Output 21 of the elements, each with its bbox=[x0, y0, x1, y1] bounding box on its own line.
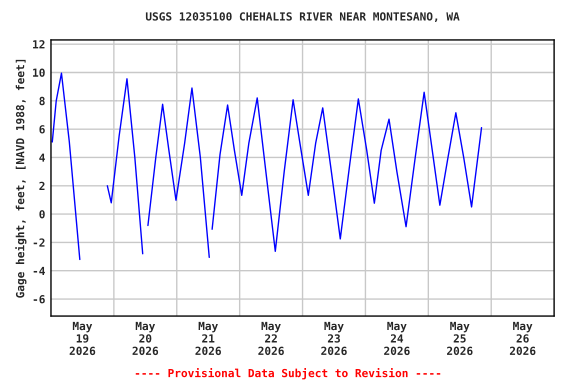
x-tick-label: May 23 2026 bbox=[321, 322, 347, 356]
y-tick-label: 10 bbox=[33, 68, 45, 77]
x-tick-label: May 22 2026 bbox=[258, 322, 284, 356]
y-tick-label: -6 bbox=[34, 295, 45, 304]
y-tick-label: -2 bbox=[34, 238, 44, 247]
x-tick-label: May 25 2026 bbox=[447, 322, 473, 356]
x-tick-label: May 26 2026 bbox=[510, 322, 536, 356]
x-tick-label: May 19 2026 bbox=[70, 322, 96, 356]
y-tick-label: 0 bbox=[39, 210, 45, 218]
text: ---- Provisional Data Subject to Revision ---- bbox=[136, 368, 440, 380]
y-axis-title: Gage height, feet, [NAVD 1988, feet] bbox=[15, 60, 26, 298]
x-tick-label: May 24 2026 bbox=[384, 322, 410, 356]
y-tick-label: 4 bbox=[39, 154, 45, 162]
y-tick-label: 6 bbox=[39, 125, 45, 134]
y-tick-label: 8 bbox=[39, 96, 45, 106]
y-tick-label: -4 bbox=[34, 266, 45, 275]
y-tick-label: 12 bbox=[33, 40, 44, 48]
y-tick-label: 2 bbox=[39, 182, 44, 190]
x-tick-label: May 20 2026 bbox=[132, 322, 158, 356]
x-tick-label: May 21 2026 bbox=[195, 322, 221, 356]
chart-title: USGS 12035100 CHEHALIS RIVER NEAR MONTESANO, WA bbox=[146, 12, 460, 22]
